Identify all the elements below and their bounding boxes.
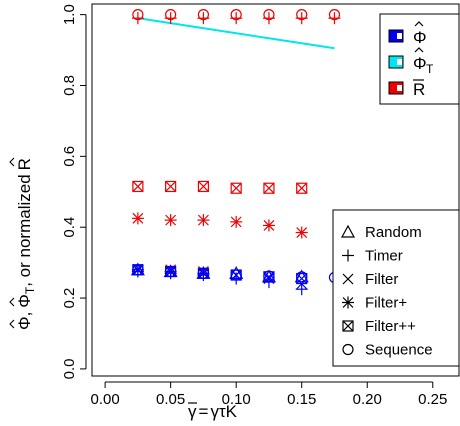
point-R-boxcross [197, 180, 210, 193]
x-axis-label: γ = γτK [188, 402, 238, 421]
legend-label-cross: Filter [365, 271, 398, 288]
legend-triangle-icon [340, 224, 356, 238]
point-R-plus [262, 12, 275, 25]
x-tick-label: 0.00 [91, 391, 120, 408]
hat-mark [414, 21, 424, 27]
legend-asterisk-icon [342, 296, 354, 309]
x-tick-label: 0.05 [156, 391, 185, 408]
legend-label-triangle: Random [365, 224, 422, 241]
y-label-text: , or normalized [15, 174, 34, 286]
point-R-plus [295, 12, 308, 25]
legend-boxcross-icon [342, 320, 354, 332]
x-label-equals: = [199, 402, 209, 421]
point-phi-cross [132, 264, 144, 276]
point-phi-plus [295, 283, 308, 296]
axes: 0.00 0.05 0.10 0.15 0.20 0.25 0.0 0.2 0.4 0.6 0.8 1… [61, 3, 460, 408]
legend-cross-icon [342, 273, 354, 285]
filter-legend: Random Timer Filter Filter+ Filter++ Sequence [332, 209, 460, 367]
y-label-phiT: Φ [15, 294, 34, 308]
point-R-asterisk [164, 214, 177, 227]
legend-label-plus: Timer [365, 248, 403, 265]
x-tick-label: 0.15 [287, 391, 316, 408]
y-tick-label: 0.2 [61, 288, 78, 309]
legend-label-boxcross: Filter++ [365, 318, 416, 335]
y-label-phi: Φ [15, 316, 34, 330]
hat-mark [414, 47, 424, 53]
y-tick-label: 0.6 [61, 146, 78, 167]
legend-swatch-R [388, 81, 404, 95]
point-R-asterisk [295, 226, 308, 239]
hat-mark [9, 297, 15, 307]
y-label-subscript: T [23, 286, 37, 294]
point-R-plus [197, 12, 210, 25]
x-label-expression: γτK [210, 402, 237, 421]
hat-mark [9, 319, 15, 329]
legend-label-phi: Φ [413, 28, 427, 47]
legend-label-asterisk: Filter+ [365, 295, 407, 312]
point-R-plus [328, 12, 341, 25]
legend-swatch-phiT [388, 55, 404, 69]
y-label-R: R [15, 158, 34, 170]
point-phi-cross [296, 278, 308, 290]
y-tick-label: 0.8 [61, 75, 78, 96]
point-phi-triangle [130, 262, 145, 276]
legend-label-R: R [413, 80, 425, 99]
plot-frame [91, 3, 460, 377]
point-phi-cross [165, 266, 177, 277]
metric-legend: ΦΦ TR [379, 13, 460, 105]
y-tick-label: 0.0 [61, 358, 78, 379]
point-R-asterisk [131, 212, 144, 225]
x-label-gamma-bar: γ [188, 402, 197, 421]
point-R-asterisk [230, 215, 243, 228]
y-label-comma: , [15, 312, 34, 317]
point-R-boxcross [263, 182, 275, 194]
legend-label-circle: Sequence [365, 342, 433, 359]
point-phi-triangle [163, 264, 178, 278]
y-label-accents [9, 157, 15, 329]
x-tick-label: 0.10 [222, 391, 251, 408]
point-R-boxcross [230, 182, 242, 194]
y-tick-label: 0.4 [61, 217, 78, 238]
point-R-plus [131, 12, 144, 25]
legend-label-phiT: Φ [413, 54, 427, 73]
point-phi-triangle [229, 266, 244, 279]
legend-swatch-phi [388, 29, 404, 43]
point-phi-cross [197, 267, 209, 279]
point-R-boxcross [165, 180, 177, 193]
point-R-boxcross [296, 182, 308, 194]
y-tick-label: 1.0 [61, 4, 78, 25]
legend-subscript: T [426, 62, 434, 76]
chart-marks [130, 9, 341, 296]
point-phi-triangle [196, 266, 211, 279]
y-axis-label: Φ,ΦT, or normalizedR [15, 158, 37, 330]
point-R-plus [230, 12, 243, 25]
x-tick-label: 0.25 [418, 391, 447, 408]
point-phi-triangle [294, 269, 309, 283]
legend-circle-icon [342, 343, 354, 356]
point-R-asterisk [197, 214, 210, 227]
point-R-asterisk [262, 219, 275, 232]
legend-plus-icon [342, 249, 354, 262]
point-phi-triangle [261, 269, 276, 283]
hat-mark [9, 157, 15, 167]
x-tick-label: 0.20 [353, 391, 382, 408]
point-R-plus [164, 12, 177, 25]
point-R-boxcross [132, 180, 144, 193]
